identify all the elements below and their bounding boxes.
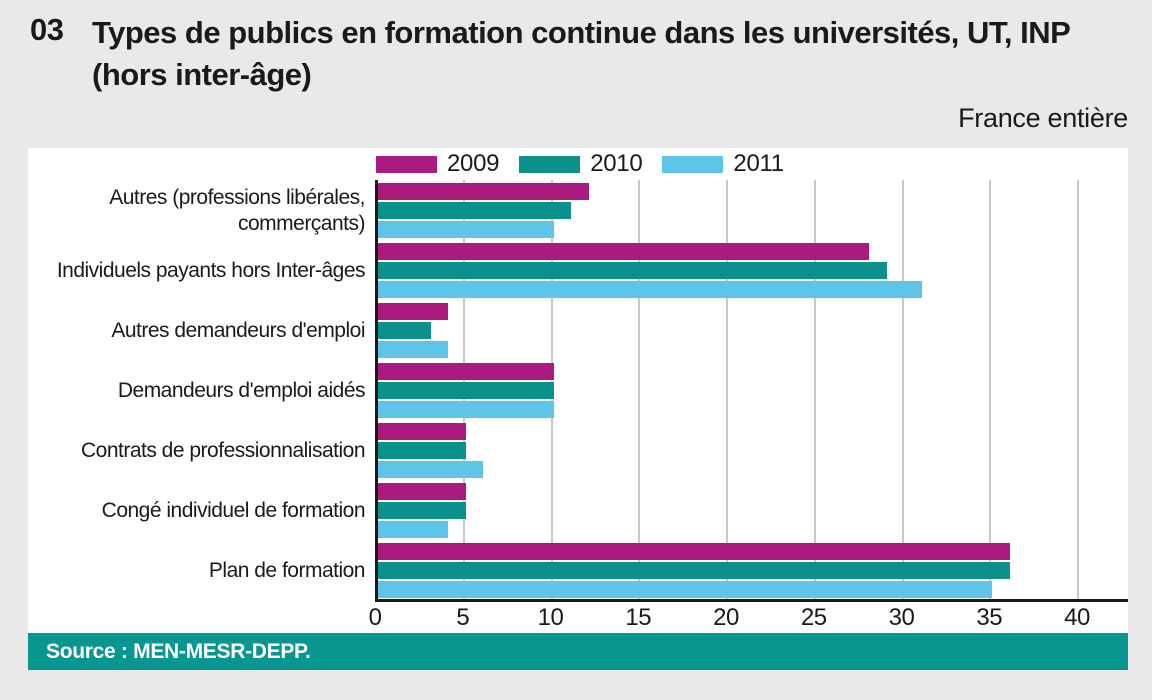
- legend-swatch-2009: [376, 155, 437, 173]
- x-axis-line: [375, 599, 1128, 602]
- bar-group: [378, 420, 1128, 480]
- legend-item-2009: 2009: [376, 150, 500, 178]
- category-label: Autres demandeurs d'emploi: [111, 318, 365, 342]
- bar-2011: [378, 281, 923, 298]
- gridline-40: [1077, 180, 1079, 600]
- legend-swatch-2011: [662, 155, 724, 173]
- bar-2011: [378, 461, 484, 478]
- source-text: Source : MEN-MESR-DEPP.: [46, 639, 311, 663]
- region-label: France entière: [958, 103, 1128, 133]
- bar-2009: [378, 183, 589, 200]
- category-label: Contrats de professionnalisation: [80, 438, 366, 462]
- category-label: Individuels payants hors Inter-âges: [56, 258, 366, 282]
- x-tick-label: 0: [368, 604, 382, 631]
- legend-swatch-2010: [519, 155, 581, 173]
- bar-2009: [378, 303, 449, 320]
- x-tick-label: 20: [713, 604, 739, 631]
- gridline-25: [813, 180, 816, 600]
- chart-container: 2009 2010 2011 Autres (professions libéral…: [28, 148, 1128, 633]
- category-label: Autres (professions libérales, commerçan…: [109, 185, 365, 235]
- bar-2010: [378, 262, 887, 279]
- x-axis-labels: 0 5 10 15 20 25 30 35 40: [369, 604, 1128, 632]
- y-axis-line: [375, 180, 378, 600]
- x-tick-label: 15: [625, 604, 652, 631]
- x-tick-label: 30: [888, 604, 915, 631]
- bar-2009: [378, 423, 466, 440]
- gridline-20: [726, 180, 728, 600]
- bar-group: [378, 240, 1128, 300]
- bar-2009: [378, 483, 466, 500]
- source-band: Source : MEN-MESR-DEPP.: [28, 633, 1128, 670]
- legend-label-2010: 2010: [590, 150, 643, 177]
- x-tick-label: 10: [537, 604, 564, 631]
- bar-group: [378, 360, 1128, 420]
- figure-number: 03: [30, 12, 64, 47]
- bar-2009: [378, 243, 870, 260]
- category-label: Plan de formation: [208, 558, 366, 582]
- bar-group: [378, 540, 1128, 600]
- gridline-35: [989, 180, 992, 600]
- category-label: Congé individuel de formation: [101, 498, 366, 522]
- bar-2011: [378, 521, 449, 538]
- legend-label-2009: 2009: [447, 150, 500, 177]
- gridline-30: [901, 180, 904, 600]
- bar-2010: [378, 502, 466, 519]
- bar-group: [378, 480, 1128, 540]
- x-tick-label: 5: [456, 604, 470, 631]
- chart-legend: 2009 2010 2011: [376, 150, 784, 177]
- bar-2010: [378, 202, 572, 219]
- bar-2010: [378, 322, 431, 339]
- legend-item-2010: 2010: [519, 150, 643, 178]
- bar-2009: [378, 543, 1010, 560]
- x-tick-label: 40: [1064, 604, 1090, 631]
- x-tick-label: 25: [800, 604, 827, 631]
- plot-area: [375, 180, 1128, 602]
- page-title: Types de publics en formation continue d…: [92, 15, 1070, 92]
- bar-2011: [378, 341, 449, 358]
- bar-group: [378, 180, 1128, 240]
- category-label: Demandeurs d'emploi aidés: [117, 378, 366, 402]
- bar-group: [378, 300, 1128, 360]
- legend-label-2011: 2011: [733, 150, 784, 177]
- bar-2011: [378, 221, 554, 238]
- bar-2009: [378, 363, 554, 380]
- bar-2011: [378, 581, 993, 598]
- x-tick-label: 35: [976, 604, 1003, 631]
- legend-item-2011: 2011: [662, 150, 784, 178]
- bar-2010: [378, 382, 554, 399]
- category-labels: Autres (professions libérales, commerçan…: [28, 180, 375, 600]
- bar-2010: [378, 442, 466, 459]
- gridline-15: [638, 180, 641, 600]
- bar-2011: [378, 401, 554, 418]
- bar-2010: [378, 562, 1010, 579]
